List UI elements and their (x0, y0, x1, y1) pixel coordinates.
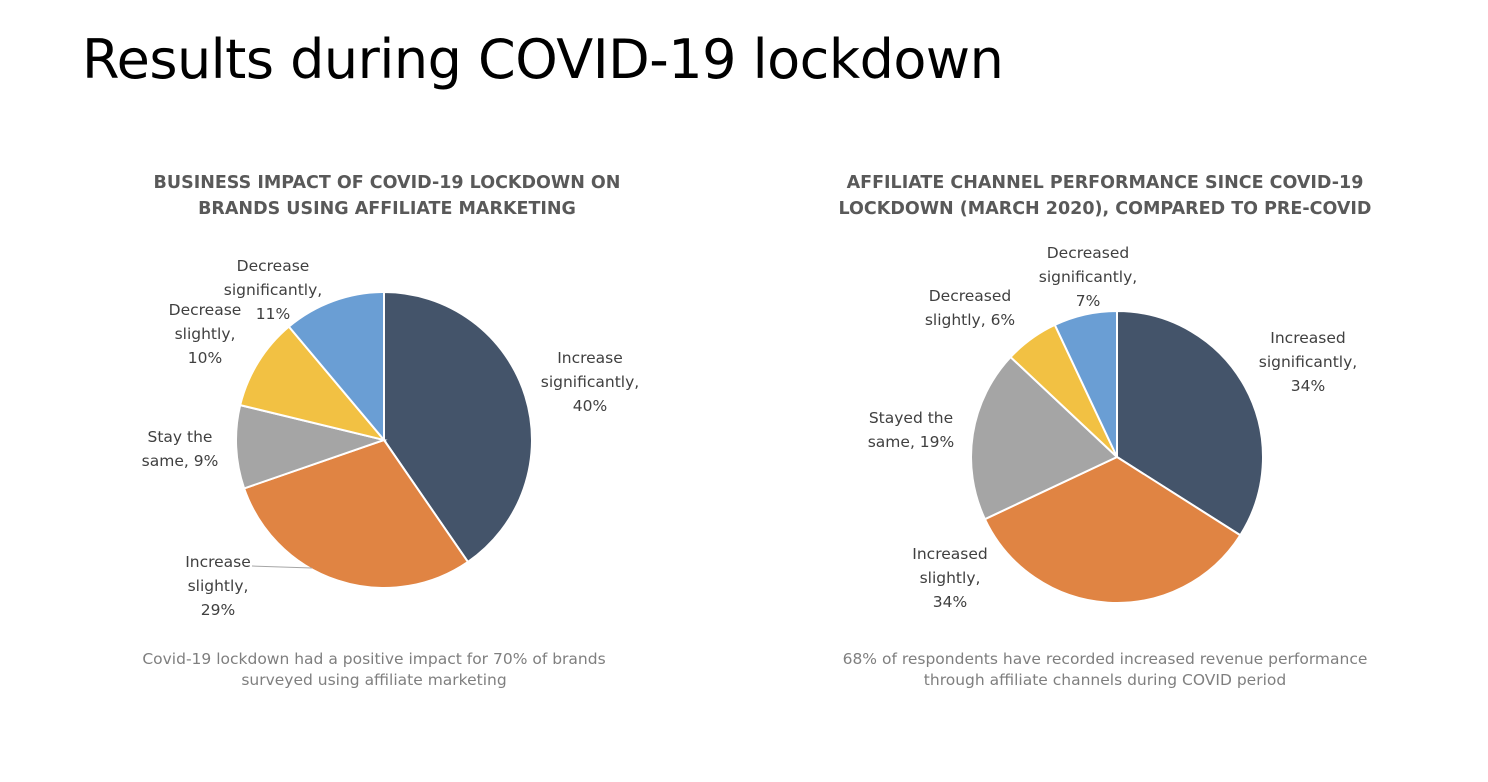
chart-2-slice-increased-slightly (983, 455, 1242, 604)
chart-2-data-label-decreased-slightly: Decreased slightly, 6% (925, 287, 1015, 329)
chart-2-data-label-increased-significantly: Increased significantly, 34% (1259, 329, 1357, 395)
chart-2-caption: 68% of respondents have recorded increas… (842, 650, 1368, 689)
chart-2-title: AFFILIATE CHANNEL PERFORMANCE SINCE COVI… (838, 173, 1372, 219)
chart-1-slice-increase-significantly (383, 290, 533, 564)
chart-1-slice-decrease-significantly (287, 290, 385, 443)
chart-1-data-label-increase-significantly: Increase significantly, 40% (541, 349, 639, 415)
chart-1-slice-stay-the-same (235, 403, 388, 490)
chart-1-data-label-stay-the-same: Stay the same, 9% (142, 428, 219, 470)
chart-1-data-label-increase-slightly: Increase slightly, 29% (185, 553, 251, 619)
chart-2-slice-decreased-significantly (1053, 309, 1118, 458)
page-title: Results during COVID-19 lockdown (82, 28, 1004, 91)
chart-1-data-label-decrease-slightly: Decrease slightly, 10% (169, 301, 242, 367)
chart-1-slice-increase-slightly (242, 438, 470, 589)
chart-2-data-label-stayed-the-same: Stayed the same, 19% (868, 409, 955, 451)
chart-1-slice-decrease-slightly (238, 325, 387, 442)
chart-1-data-label-decrease-significantly: Decrease significantly, 11% (224, 257, 322, 323)
chart-1-leader-line (251, 565, 313, 569)
chart-2-data-label-increased-slightly: Increased slightly, 34% (912, 545, 987, 611)
chart-1-title: BUSINESS IMPACT OF COVID-19 LOCKDOWN ON … (153, 173, 621, 219)
chart-1-caption: Covid-19 lockdown had a positive impact … (142, 650, 606, 689)
chart-2-data-label-decreased-significantly: Decreased significantly, 7% (1039, 244, 1137, 310)
chart-2-slice-stayed-the-same (970, 355, 1119, 521)
